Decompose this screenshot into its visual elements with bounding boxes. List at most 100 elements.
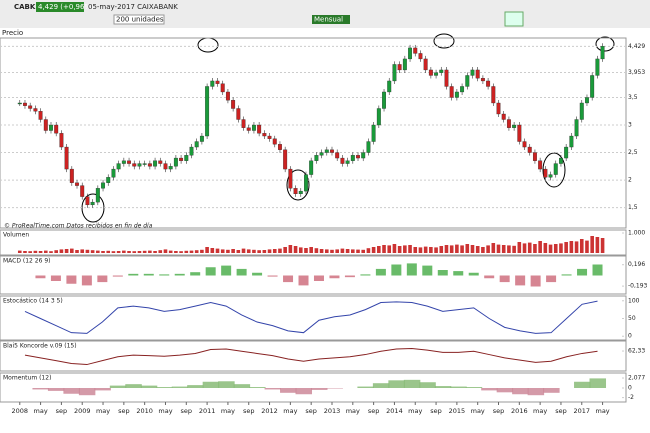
macd-bar	[221, 265, 232, 276]
volume-bar	[569, 241, 574, 253]
candle	[147, 163, 152, 167]
volume-bar	[444, 245, 449, 253]
candle	[220, 83, 225, 93]
candle	[387, 80, 392, 93]
macd-bar	[252, 272, 263, 276]
candle	[158, 160, 163, 164]
volume-bar	[90, 250, 95, 253]
volume-bar	[361, 249, 366, 253]
volume-bar	[585, 240, 589, 253]
macd-bar	[577, 268, 588, 276]
candle	[75, 182, 79, 186]
candle	[28, 105, 33, 109]
macd-bar	[437, 270, 448, 276]
volume-bar	[158, 250, 163, 253]
x-tick-label: may	[346, 407, 360, 415]
volume-bar	[262, 250, 267, 253]
volume-bar	[590, 236, 594, 253]
y-tick-label: 50	[628, 315, 636, 322]
volume-bar	[522, 243, 527, 253]
momentum-bar	[187, 385, 204, 388]
volume-bar	[387, 245, 392, 253]
candle	[225, 91, 230, 101]
macd-bar	[190, 272, 201, 276]
macd-bar	[97, 275, 108, 283]
candle	[43, 119, 48, 131]
chart-icon[interactable]	[504, 11, 524, 27]
symbol: CABK	[14, 3, 36, 11]
x-tick-label: may	[408, 407, 422, 415]
candle	[569, 135, 574, 148]
momentum-bar	[295, 388, 313, 395]
macd-bar	[81, 275, 92, 286]
volume-bar	[257, 250, 261, 253]
candle	[236, 108, 241, 120]
x-tick-label: 2011	[199, 407, 216, 415]
x-tick-label: may	[221, 407, 235, 415]
volume-bar	[148, 250, 152, 253]
candle	[553, 163, 558, 175]
y-tick-label: 100	[628, 297, 640, 304]
candle	[470, 69, 475, 76]
macd-bar	[50, 275, 61, 281]
volume-bar	[449, 245, 454, 253]
candle	[512, 124, 517, 128]
candle	[413, 47, 418, 54]
candle	[486, 80, 491, 87]
period-select[interactable]	[312, 15, 350, 24]
volume-bar	[496, 244, 501, 253]
candle	[402, 58, 407, 71]
x-tick-label: sep	[243, 407, 255, 415]
volume-bar	[335, 249, 339, 253]
x-tick-label: 2008	[12, 407, 29, 415]
volume-bar	[533, 244, 537, 253]
volume-bar	[486, 245, 490, 253]
momentum-bar	[78, 388, 96, 396]
volume-bar	[23, 251, 27, 253]
candle	[418, 53, 423, 60]
volume-bar	[231, 249, 235, 253]
momentum-bar	[403, 379, 421, 388]
volume-bar	[220, 249, 225, 253]
volume-bar	[356, 249, 360, 253]
candle	[293, 188, 298, 195]
x-tick-label: 2013	[324, 407, 341, 415]
momentum-bar	[574, 381, 591, 388]
candle	[350, 155, 355, 161]
y-tick-label: 1,5	[628, 204, 638, 211]
macd-bar	[561, 274, 572, 276]
candle	[231, 100, 236, 109]
candle	[439, 69, 444, 73]
volume-bar	[470, 245, 475, 253]
volume-bar	[403, 245, 407, 253]
units-select[interactable]	[113, 14, 165, 25]
instrument: 05-may-2017 CAIXABANK	[88, 3, 178, 11]
y-tick-label: 0	[628, 333, 632, 340]
x-tick-label: 2009	[74, 407, 91, 415]
volume-bar	[241, 248, 246, 253]
candle	[376, 108, 381, 126]
volume-bar	[481, 247, 485, 253]
macd-bar	[530, 275, 541, 287]
panel-title: MACD (12 26 9)	[3, 258, 50, 265]
indicator-line	[24, 300, 598, 334]
volume-bar	[163, 249, 168, 253]
momentum-bar	[32, 388, 49, 390]
momentum-bar	[543, 388, 560, 393]
volume-bar	[278, 248, 282, 253]
candle	[85, 196, 90, 206]
x-tick-label: may	[283, 407, 297, 415]
momentum-bar	[202, 381, 220, 388]
macd-bar	[592, 264, 603, 276]
macd-bar	[298, 275, 309, 286]
candle	[121, 160, 126, 164]
volume-bar	[189, 250, 194, 253]
panel-frame	[0, 340, 627, 372]
candle	[262, 133, 267, 137]
candle	[579, 102, 584, 120]
volume-bar	[205, 247, 209, 253]
candle	[335, 152, 340, 159]
volume-bar	[413, 247, 418, 253]
candle	[184, 155, 189, 161]
x-tick-label: sep	[555, 407, 567, 415]
